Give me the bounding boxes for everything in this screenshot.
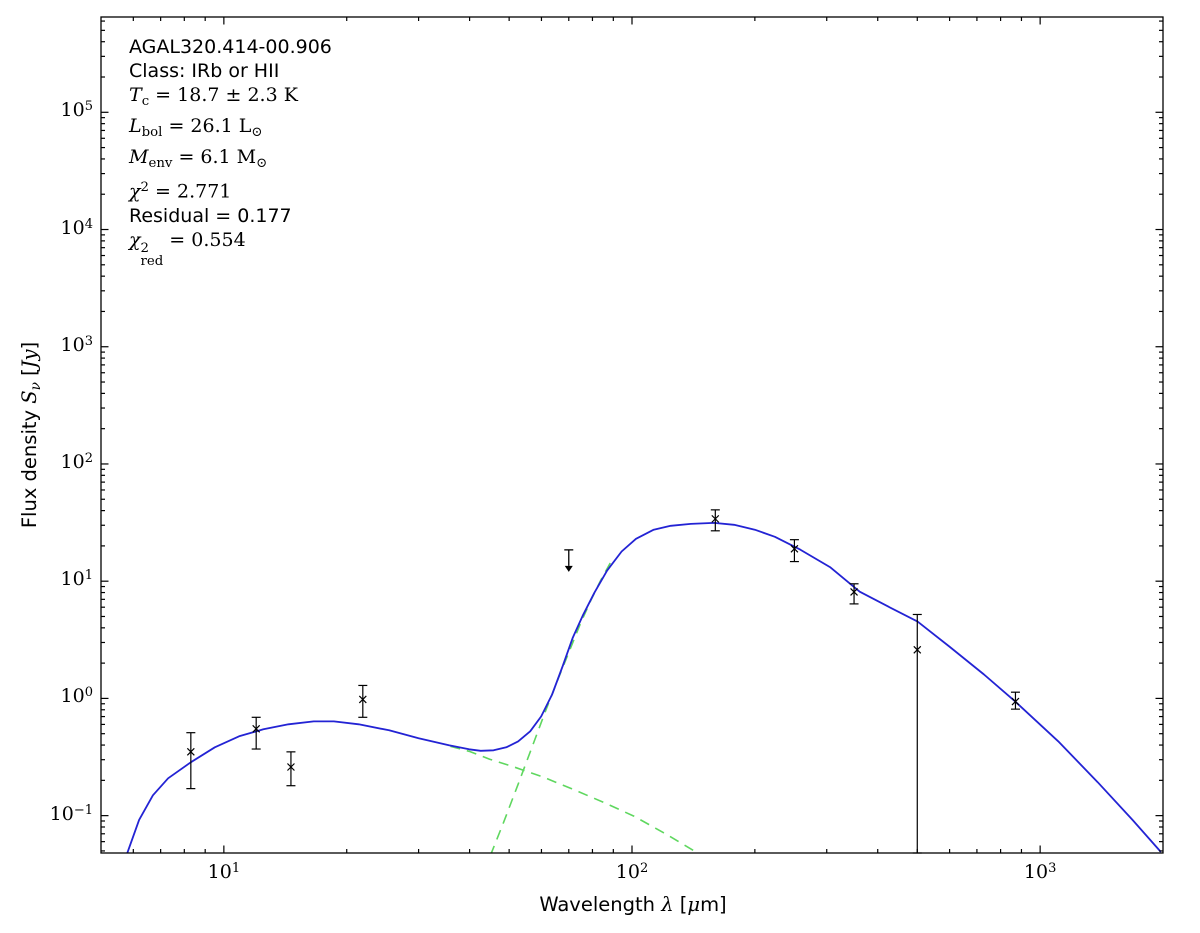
warm-component-curve xyxy=(450,745,697,853)
data-marker-x xyxy=(252,724,261,733)
annotation-line-2: Class: IRb or HII xyxy=(129,60,280,82)
y-tick-label: 100 xyxy=(60,685,93,708)
limit-arrow-icon xyxy=(564,565,573,572)
data-marker-x xyxy=(850,587,858,596)
data-marker-x xyxy=(1011,697,1020,706)
annotation-line-3: Tc = 18.7 ± 2.3 K xyxy=(129,84,298,109)
y-tick-label: 102 xyxy=(60,450,93,473)
data-marker-x xyxy=(790,544,799,553)
x-axis-label: Wavelength λ [μm] xyxy=(539,893,727,916)
annotation-line-6: χ2 = 2.771 xyxy=(129,179,232,203)
x-tick-label: 102 xyxy=(615,861,649,883)
y-tick-label: 104 xyxy=(60,216,93,239)
y-tick-label: 105 xyxy=(60,99,93,122)
data-marker-x xyxy=(913,645,922,654)
x-tick-label: 101 xyxy=(207,861,241,883)
fit-annotation: AGAL320.414-00.906 Class: IRb or HII Tc = … xyxy=(129,35,332,268)
annotation-line-8: χ 2 red = 0.554 xyxy=(129,228,246,269)
data-marker-x xyxy=(186,747,195,756)
stacked-script: 2 red xyxy=(140,240,164,269)
x-tick-label: 103 xyxy=(1023,861,1057,883)
y-tick-label: 101 xyxy=(60,568,93,591)
y-tick-label: 10−1 xyxy=(49,802,93,825)
annotation-line-4: Lbol = 26.1 L⊙ xyxy=(129,114,263,140)
y-axis-label: Flux density Sν [Jy] xyxy=(17,341,45,529)
annotation-line-1: AGAL320.414-00.906 xyxy=(129,36,332,58)
model-fit-curve xyxy=(126,522,1162,853)
data-marker-x xyxy=(358,695,367,704)
annotation-line-7: Residual = 0.177 xyxy=(129,204,292,227)
y-tick-label: 103 xyxy=(60,333,93,356)
data-marker-x xyxy=(711,514,720,523)
cold-component-curve xyxy=(490,562,612,853)
annotation-line-5: Menv = 6.1 M⊙ xyxy=(129,145,268,171)
data-marker-x xyxy=(287,763,295,771)
